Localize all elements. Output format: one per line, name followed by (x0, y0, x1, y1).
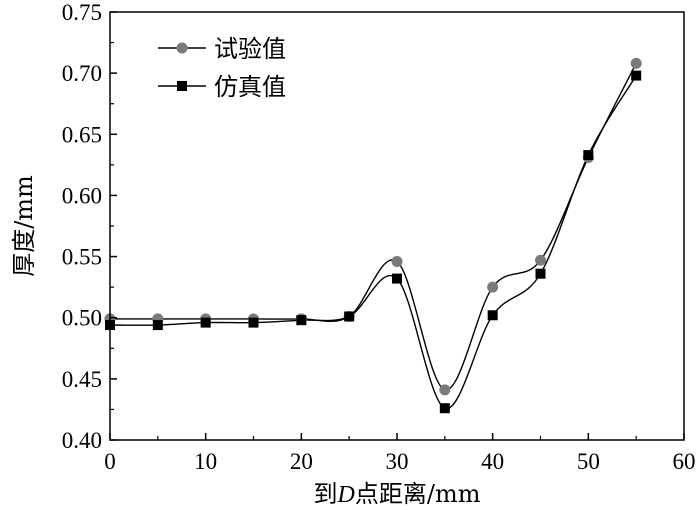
legend-label-1: 试验值 (214, 35, 286, 63)
data-point-circle (630, 57, 642, 69)
data-point-square (583, 150, 594, 161)
x-tick-label: 20 (290, 449, 313, 474)
data-point-square (631, 70, 642, 81)
x-tick-label: 10 (194, 449, 217, 474)
x-tick-label: 30 (386, 449, 409, 474)
x-axis-title-italic: D (337, 482, 355, 508)
data-point-circle (439, 384, 451, 396)
series-line-1 (109, 63, 637, 391)
y-tick-label: 0.60 (62, 183, 102, 208)
legend: 试验值 仿真值 (158, 35, 286, 101)
data-point-square (344, 311, 355, 322)
data-point-square (487, 310, 498, 321)
y-tick-labels: 0.40 0.45 0.50 0.55 0.60 0.65 0.70 0.75 (62, 0, 102, 453)
legend-label-2: 仿真值 (214, 73, 286, 101)
axis-ticks (109, 11, 685, 441)
data-point-circle (391, 255, 403, 267)
x-tick-label: 60 (673, 449, 696, 474)
legend-entry-1: 试验值 (158, 35, 286, 63)
x-tick-label: 0 (104, 449, 116, 474)
x-tick-label: 50 (577, 449, 600, 474)
y-tick-label: 0.70 (62, 61, 102, 86)
data-point-square (200, 317, 211, 328)
data-point-circle (535, 254, 546, 266)
data-point-square (535, 268, 546, 279)
x-axis-title: 到D点距离/mm (314, 480, 481, 508)
y-tick-label: 0.40 (62, 428, 102, 453)
x-axis-title-suffix: 点距离/mm (355, 480, 481, 508)
legend-marker-circle (176, 42, 188, 54)
legend-marker-square (177, 81, 187, 91)
x-tick-labels: 0 10 20 30 40 50 60 (104, 449, 695, 474)
y-axis-title: 厚度/mm (10, 175, 38, 277)
y-tick-label: 0.65 (62, 122, 102, 147)
data-point-circle (487, 281, 499, 293)
y-tick-label: 0.55 (62, 245, 102, 270)
x-tick-label: 40 (481, 449, 504, 474)
data-point-square (392, 273, 402, 284)
x-axis-title-prefix: 到 (314, 480, 338, 508)
data-point-square (152, 320, 163, 331)
data-point-square (296, 315, 307, 326)
series-line-2 (109, 75, 637, 409)
plot-frame (109, 11, 685, 441)
plot-lines (109, 63, 637, 409)
y-tick-label: 0.50 (62, 306, 102, 331)
data-point-square (439, 403, 450, 414)
plot-markers (104, 57, 642, 414)
legend-entry-2: 仿真值 (158, 73, 286, 101)
y-tick-label: 0.75 (62, 0, 102, 25)
data-point-square (248, 317, 259, 328)
y-tick-label: 0.45 (62, 367, 102, 392)
